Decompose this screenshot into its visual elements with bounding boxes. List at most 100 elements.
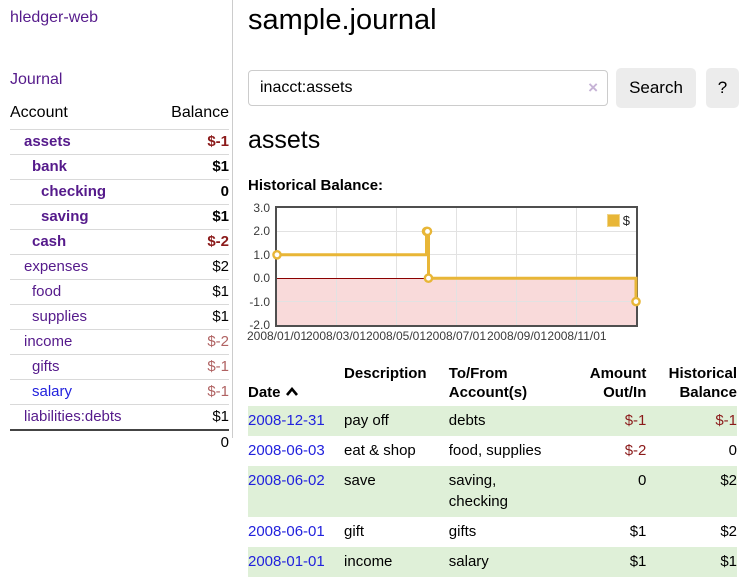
account-row: liabilities:debts $1	[10, 404, 229, 430]
account-link-salary[interactable]: salary	[32, 383, 73, 400]
register-table: Date Description To/From Account(s) Amou…	[248, 358, 737, 577]
accounts-total-value: 0	[154, 429, 229, 455]
x-tick-label: 2008/07/01	[425, 329, 487, 343]
transaction-accounts: saving, checking	[448, 466, 590, 517]
y-tick-label: -1.0	[249, 294, 270, 309]
account-row: expenses $2	[10, 254, 229, 280]
register-header-accounts: To/From Account(s)	[448, 365, 528, 401]
transaction-amount: 0	[589, 466, 647, 517]
account-balance: $1	[154, 279, 229, 305]
sort-ascending-icon	[285, 383, 299, 402]
app-title-link[interactable]: hledger-web	[10, 9, 99, 26]
transaction-description: income	[344, 547, 449, 577]
register-row: 2008-06-03 eat & shop food, supplies $-2…	[248, 436, 737, 466]
sidebar-item-journal[interactable]: Journal	[10, 71, 63, 88]
account-link-food[interactable]: food	[32, 283, 62, 300]
x-tick-label: 2008/11/01	[547, 329, 607, 343]
chart-legend: $	[603, 212, 633, 229]
account-balance: $1	[154, 154, 229, 180]
register-row: 2008-01-01 income salary $1 $1	[248, 547, 737, 577]
account-row: assets $-1	[10, 129, 229, 155]
register-header-amount: Amount Out/In	[589, 365, 647, 401]
account-row: income $-2	[10, 329, 229, 355]
account-row: salary $-1	[10, 379, 229, 405]
account-row: checking 0	[10, 179, 229, 205]
account-balance: 0	[154, 179, 229, 205]
x-tick-label: 2008/09/01	[486, 329, 548, 343]
account-link-expenses[interactable]: expenses	[24, 258, 89, 275]
transaction-amount: $1	[589, 547, 647, 577]
legend-swatch	[606, 214, 620, 227]
register-row: 2008-12-31 pay off debts $-1 $-1	[248, 406, 737, 436]
transaction-description: pay off	[344, 406, 449, 436]
account-link-gifts[interactable]: gifts	[32, 358, 60, 375]
accounts-header-account: Account	[10, 104, 68, 121]
transaction-description: eat & shop	[344, 442, 416, 459]
x-tick-label: 2008/05/01	[365, 329, 427, 343]
account-link-supplies[interactable]: supplies	[32, 308, 88, 325]
register-header-balance: Historical Balance	[668, 365, 737, 401]
transaction-accounts: debts	[448, 406, 590, 436]
transaction-date-link[interactable]: 2008-06-01	[248, 523, 325, 540]
transaction-balance: $-1	[646, 406, 737, 436]
y-tick-label: 3.0	[253, 201, 270, 215]
account-balance: $-1	[154, 129, 229, 155]
account-row: bank $1	[10, 154, 229, 180]
chart-title: Historical Balance:	[248, 177, 384, 194]
transaction-balance: 0	[728, 442, 737, 459]
account-heading: assets	[248, 126, 321, 154]
transaction-accounts: gifts	[448, 523, 477, 540]
account-link-bank[interactable]: bank	[32, 158, 68, 175]
account-balance: $-2	[154, 229, 229, 255]
y-tick-label: 0.0	[253, 271, 270, 286]
x-tick-label: 2008/01/01	[246, 329, 308, 343]
transaction-amount: $-1	[589, 406, 647, 436]
account-balance: $2	[154, 254, 229, 280]
transaction-balance: $2	[720, 523, 737, 540]
x-tick-label: 2008/03/01	[305, 329, 367, 343]
transaction-accounts: salary	[448, 547, 590, 577]
legend-label: $	[622, 213, 630, 228]
account-balance: $1	[154, 304, 229, 330]
account-row: gifts $-1	[10, 354, 229, 380]
account-balance: $-1	[154, 354, 229, 380]
account-balance: $-2	[154, 329, 229, 355]
transaction-date-link[interactable]: 2008-12-31	[248, 412, 325, 429]
historical-balance-chart: -2.0 -1.0 0.0 1.0 2.0 3.0 $ 2008/01/01 2008/03…	[238, 200, 642, 346]
transaction-date-link[interactable]: 2008-06-03	[248, 442, 325, 459]
transaction-description: gift	[344, 523, 365, 540]
transaction-balance: $2	[646, 466, 737, 517]
accounts-header-balance: Balance	[171, 104, 229, 121]
register-header-date[interactable]: Date	[248, 358, 344, 406]
account-balance: $1	[154, 204, 229, 230]
transaction-description: save	[344, 466, 449, 517]
account-link-income[interactable]: income	[24, 333, 73, 350]
y-tick-label: 2.0	[253, 224, 270, 239]
help-button[interactable]: ?	[706, 68, 739, 108]
account-link-liabilities-debts[interactable]: liabilities:debts	[24, 408, 122, 425]
accounts-total-row: 0	[10, 429, 229, 455]
account-balance: $1	[154, 404, 229, 430]
accounts-table: Account Balance assets $-1 bank $1 check…	[10, 100, 229, 455]
account-row: cash $-2	[10, 229, 229, 255]
clear-search-icon[interactable]: ×	[588, 78, 598, 97]
search-input[interactable]	[248, 70, 608, 106]
register-header-description: Description	[344, 365, 427, 382]
register-row: 2008-06-02 save saving, checking 0 $2	[248, 466, 737, 517]
account-link-cash[interactable]: cash	[32, 233, 67, 250]
search-button[interactable]: Search	[616, 68, 696, 108]
account-link-assets[interactable]: assets	[24, 133, 71, 150]
y-tick-label: 1.0	[253, 247, 270, 262]
transaction-balance: $1	[646, 547, 737, 577]
accounts-total-spacer	[10, 429, 155, 455]
register-row: 2008-06-01 gift gifts $1 $2	[248, 517, 737, 547]
transaction-date-link[interactable]: 2008-01-01	[248, 553, 325, 570]
account-link-saving[interactable]: saving	[41, 208, 89, 225]
account-row: supplies $1	[10, 304, 229, 330]
transaction-date-link[interactable]: 2008-06-02	[248, 472, 325, 489]
chart-series-line	[272, 226, 641, 307]
transaction-accounts: food, supplies	[448, 442, 542, 459]
account-row: saving $1	[10, 204, 229, 230]
chart-plot-area[interactable]: $	[272, 206, 641, 327]
account-link-checking[interactable]: checking	[41, 183, 107, 200]
